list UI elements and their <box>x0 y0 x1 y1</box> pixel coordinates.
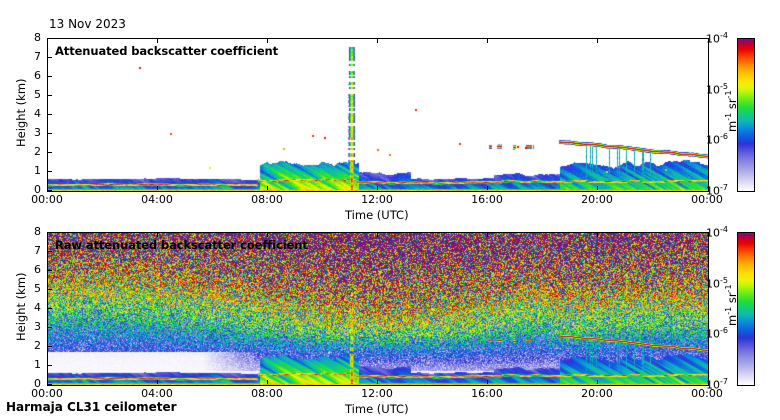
xtick-label-p1-3: 12:00 <box>361 193 393 206</box>
xtick-mark-top-p1-2 <box>267 39 268 43</box>
colorbar-upper <box>737 38 755 192</box>
ytick-mark-p2-7 <box>48 251 52 252</box>
ytick-mark-p2-1 <box>48 365 52 366</box>
ylabel-p2: Height (km) <box>14 272 28 341</box>
ytick-mark-p2-4 <box>48 308 52 309</box>
ytick-label-p2-2: 2 <box>34 339 41 352</box>
xtick-label-p2-2: 08:00 <box>251 387 283 400</box>
xtick-mark-top-p2-1 <box>157 233 158 237</box>
ytick-mark-p1-6 <box>48 76 52 77</box>
ytick-label-p1-7: 7 <box>34 50 41 63</box>
ytick-mark-p1-1 <box>48 171 52 172</box>
xtick-mark-top-p1-4 <box>487 39 488 43</box>
ytick-mark-p2-6 <box>48 270 52 271</box>
xtick-mark-bot-p2-3 <box>377 380 378 384</box>
colorbar-lower <box>737 232 755 386</box>
xtick-label-p2-3: 12:00 <box>361 387 393 400</box>
xtick-mark-bot-p1-4 <box>487 186 488 190</box>
date-label: 13 Nov 2023 <box>49 17 126 31</box>
colorbar-gradient-upper <box>738 39 754 191</box>
ytick-label-p2-7: 7 <box>34 244 41 257</box>
ytick-mark-p2-2 <box>48 346 52 347</box>
ytick-mark-p1-4 <box>48 114 52 115</box>
panel-raw-attenuated-backscatter <box>47 232 709 386</box>
ytick-label-p2-3: 3 <box>34 320 41 333</box>
colorbar-gradient-lower <box>738 233 754 385</box>
ytick-mark-p2-0 <box>48 384 52 385</box>
attenuated-backscatter-heatmap <box>48 39 708 191</box>
xlabel-p1: Time (UTC) <box>345 208 409 222</box>
ytick-label-p2-1: 1 <box>34 358 41 371</box>
xtick-mark-top-p2-2 <box>267 233 268 237</box>
ytick-label-p2-5: 5 <box>34 282 41 295</box>
xtick-mark-bot-p1-5 <box>597 186 598 190</box>
colorbar-tick-2--5: 10-5 <box>706 275 728 291</box>
xtick-mark-top-p1-1 <box>157 39 158 43</box>
colorbar-unit-lower: m-1 sr-1 <box>724 284 739 326</box>
xtick-mark-bot-p2-1 <box>157 380 158 384</box>
ytick-label-p1-4: 4 <box>34 107 41 120</box>
ytick-label-p2-6: 6 <box>34 263 41 276</box>
panel-attenuated-backscatter <box>47 38 709 192</box>
ytick-mark-p1-8 <box>48 38 52 39</box>
xtick-mark-bot-p1-1 <box>157 186 158 190</box>
ytick-label-p1-1: 1 <box>34 164 41 177</box>
xtick-label-p2-6: 00:00 <box>691 387 723 400</box>
footer-caption: Harmaja CL31 ceilometer <box>6 400 177 414</box>
xtick-label-p2-4: 16:00 <box>471 387 503 400</box>
xtick-label-p1-1: 04:00 <box>141 193 173 206</box>
ytick-label-p1-3: 3 <box>34 126 41 139</box>
colorbar-tick-1--5: 10-5 <box>706 81 728 97</box>
ytick-mark-p2-8 <box>48 232 52 233</box>
xtick-label-p1-4: 16:00 <box>471 193 503 206</box>
xtick-label-p2-1: 04:00 <box>141 387 173 400</box>
xtick-mark-top-p1-5 <box>597 39 598 43</box>
ytick-mark-p1-5 <box>48 95 52 96</box>
xtick-mark-top-p2-5 <box>597 233 598 237</box>
raw-attenuated-backscatter-heatmap <box>48 233 708 385</box>
ytick-mark-p2-3 <box>48 327 52 328</box>
ytick-mark-p1-3 <box>48 133 52 134</box>
colorbar-tick-1--7: 10-7 <box>706 183 728 198</box>
ytick-label-p2-8: 8 <box>34 225 41 238</box>
xtick-mark-top-p2-4 <box>487 233 488 237</box>
ytick-label-p1-2: 2 <box>34 145 41 158</box>
xtick-mark-top-p1-3 <box>377 39 378 43</box>
ytick-label-p1-0: 0 <box>34 183 41 196</box>
xtick-label-p1-6: 00:00 <box>691 193 723 206</box>
xtick-label-p1-0: 00:00 <box>31 193 63 206</box>
xtick-label-p2-0: 00:00 <box>31 387 63 400</box>
colorbar-tick-1--4: 10-4 <box>706 31 728 46</box>
ytick-label-p2-0: 0 <box>34 377 41 390</box>
xtick-mark-top-p2-3 <box>377 233 378 237</box>
ytick-mark-p1-0 <box>48 190 52 191</box>
xtick-mark-bot-p2-5 <box>597 380 598 384</box>
ytick-label-p1-8: 8 <box>34 31 41 44</box>
xtick-mark-bot-p2-4 <box>487 380 488 384</box>
xtick-label-p1-5: 20:00 <box>581 193 613 206</box>
ytick-label-p1-6: 6 <box>34 69 41 82</box>
ylabel-p1: Height (km) <box>14 78 28 147</box>
colorbar-tick-1--6: 10-6 <box>706 132 728 147</box>
xtick-label-p1-2: 08:00 <box>251 193 283 206</box>
ytick-mark-p1-2 <box>48 152 52 153</box>
xtick-mark-bot-p2-2 <box>267 380 268 384</box>
xtick-label-p2-5: 20:00 <box>581 387 613 400</box>
ytick-label-p1-5: 5 <box>34 88 41 101</box>
ytick-mark-p2-5 <box>48 289 52 290</box>
xtick-mark-bot-p1-2 <box>267 186 268 190</box>
colorbar-tick-2--4: 10-4 <box>706 225 728 240</box>
ytick-mark-p1-7 <box>48 57 52 58</box>
colorbar-tick-2--6: 10-6 <box>706 326 728 341</box>
colorbar-tick-2--7: 10-7 <box>706 377 728 392</box>
colorbar-unit-upper: m-1 sr-1 <box>724 90 739 132</box>
xtick-mark-bot-p1-3 <box>377 186 378 190</box>
xlabel-p2: Time (UTC) <box>345 402 409 416</box>
ytick-label-p2-4: 4 <box>34 301 41 314</box>
